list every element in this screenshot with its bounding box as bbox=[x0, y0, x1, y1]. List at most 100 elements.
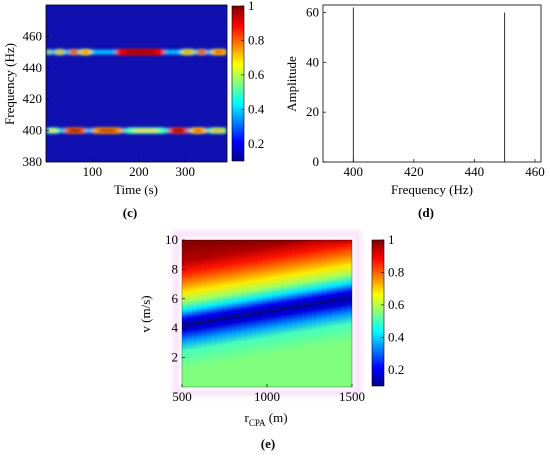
panel-e-edge-glow bbox=[173, 231, 361, 396]
panel-d-x-tick-label: 440 bbox=[465, 164, 485, 179]
panel-c-label: (c) bbox=[123, 205, 137, 220]
panel-e-label: (e) bbox=[261, 436, 275, 451]
panel-e-ylabel: v (m/s) bbox=[138, 295, 153, 332]
panel-e-xlabel-sub: CPA bbox=[249, 418, 266, 428]
panel-c-colorbar-tick-label: 0.4 bbox=[248, 101, 265, 116]
panel-c-xlabel: Time (s) bbox=[114, 182, 158, 197]
panel-d-xlabel: Frequency (Hz) bbox=[391, 182, 473, 197]
panel-e-heatmap-column bbox=[276, 240, 283, 387]
panel-d-x-tick-label: 420 bbox=[404, 164, 424, 179]
panel-e-colorbar-tick-label: 0.2 bbox=[388, 362, 404, 377]
panel-d-y-tick-label: 0 bbox=[313, 154, 320, 169]
panel-e-heatmap-column bbox=[321, 240, 328, 387]
panel-e-heatmap-column bbox=[266, 240, 273, 387]
panel-c-colorbar-tick-label: 0.6 bbox=[248, 67, 265, 82]
panel-c-colorbar bbox=[231, 5, 245, 162]
panel-e-colorbar-tick-label: 0.4 bbox=[388, 329, 405, 344]
panel-e-heatmap-column bbox=[241, 240, 248, 387]
panel-c-band-segment-core bbox=[98, 129, 117, 132]
panel-c-y-ticks: 380 400 420 440 460 bbox=[23, 28, 49, 169]
panel-e-colorbar bbox=[371, 239, 385, 387]
panel-e-heatmap-column bbox=[336, 240, 343, 387]
panel-e-heatmap-column bbox=[261, 240, 268, 387]
panel-e-heatmap-column bbox=[201, 240, 208, 387]
panel-e-colorbar-tick-label: 0.8 bbox=[388, 264, 404, 279]
panel-e-y-tick-label: 10 bbox=[165, 232, 178, 247]
panel-c-y-tick-label: 400 bbox=[23, 123, 43, 138]
panel-e-colorbar-tick-label: 0.6 bbox=[388, 297, 405, 312]
panel-c-band-segment-core bbox=[48, 129, 58, 132]
panel-e-heatmap-column bbox=[182, 240, 188, 387]
panel-c-band-segment-core bbox=[81, 50, 90, 54]
panel-c-x-ticks: 100 200 300 bbox=[83, 159, 195, 179]
panel-c-band-segment-core bbox=[125, 50, 155, 54]
panel-c-band-segment-core bbox=[198, 50, 205, 54]
panel-e-y-tick-label: 4 bbox=[172, 320, 179, 335]
panel-d-x-ticks: 400 420 440 460 bbox=[344, 159, 545, 179]
panel-e-heatmap-column bbox=[206, 240, 213, 387]
panel-e-heatmap-column bbox=[281, 240, 288, 387]
panel-e-heatmap-column bbox=[296, 240, 303, 387]
panel-e-x-tick-label: 1500 bbox=[339, 389, 365, 404]
panel-e-y-ticks: 2 4 6 8 10 bbox=[165, 232, 185, 365]
panel-e-heatmap-column bbox=[231, 240, 238, 387]
panel-c-x-tick-label: 200 bbox=[129, 164, 149, 179]
panel-c-heatmap-bg bbox=[46, 5, 227, 162]
panel-e-heatmap-column bbox=[191, 240, 198, 387]
panel-c-y-tick-label: 380 bbox=[23, 154, 43, 169]
panel-e-x-ticks: 500 1000 1500 bbox=[172, 384, 365, 404]
panel-c-colorbar-tick-label: 1 bbox=[248, 0, 255, 13]
panel-d-label: (d) bbox=[418, 205, 434, 220]
panel-e-colorbar-tick-label: 1 bbox=[388, 232, 395, 247]
panel-c-band-segment-core bbox=[71, 50, 77, 54]
panel-e-heatmap-column bbox=[286, 240, 293, 387]
panel-c-band-segment-core bbox=[68, 129, 82, 132]
panel-c-colorbar-tick-label: 0.2 bbox=[248, 136, 264, 151]
panel-c-band-segment-core bbox=[133, 129, 159, 132]
panel-e-x-tick-label: 1000 bbox=[254, 389, 280, 404]
panel-d-x-tick-label: 400 bbox=[344, 164, 364, 179]
panel-e-heatmap-column bbox=[246, 240, 253, 387]
panel-e-colorbar-ticks: 0.2 0.4 0.6 0.8 1 bbox=[381, 232, 405, 377]
panel-e-heatmap-column bbox=[326, 240, 333, 387]
panel-e-heatmap-column bbox=[301, 240, 308, 387]
panel-d: 400 420 440 460 0 20 40 60 Frequency (Hz) Ampl… bbox=[284, 4, 545, 220]
panel-c-band-segment-core bbox=[57, 50, 63, 54]
panel-d-frame bbox=[322, 4, 542, 163]
panel-e-xlabel-unit: (m) bbox=[266, 410, 288, 425]
panel-c-band-segment-core bbox=[172, 129, 184, 132]
panel-c-y-tick-label: 420 bbox=[23, 91, 43, 106]
panel-d-y-ticks: 0 20 40 60 bbox=[306, 4, 326, 169]
panel-d-y-tick-label: 60 bbox=[306, 4, 319, 19]
panel-c: 100 200 300 380 400 420 440 460 Time (s) Frequ… bbox=[2, 0, 265, 220]
panel-e-heatmap-column bbox=[216, 240, 223, 387]
panel-e-heatmap-column bbox=[256, 240, 263, 387]
panel-d-y-tick-label: 40 bbox=[306, 54, 319, 69]
panel-d-ylabel: Amplitude bbox=[284, 56, 299, 112]
panel-c-band-segment-core bbox=[214, 50, 224, 54]
panel-c-x-tick-label: 300 bbox=[175, 164, 195, 179]
panel-e-y-tick-label: 2 bbox=[172, 350, 179, 365]
panel-e-heatmap-column bbox=[341, 240, 348, 387]
panel-c-bands bbox=[46, 48, 227, 134]
panel-c-band-segment-core bbox=[46, 50, 50, 54]
panel-e-heatmap-column bbox=[306, 240, 313, 387]
panel-c-colorbar-tick-label: 0.8 bbox=[248, 32, 264, 47]
panel-e-heatmap-column bbox=[291, 240, 298, 387]
panel-c-band-segment-core bbox=[183, 50, 192, 54]
panel-c-y-tick-label: 460 bbox=[23, 28, 43, 43]
panel-e-heatmap-columns bbox=[182, 240, 352, 387]
panel-c-y-tick-label: 440 bbox=[23, 60, 43, 75]
panel-c-frame bbox=[45, 4, 228, 163]
panel-e-heatmap-column bbox=[226, 240, 233, 387]
panel-e-heatmap-column bbox=[196, 240, 203, 387]
panel-e-heatmap-column bbox=[186, 240, 193, 387]
panel-e-heatmap-column bbox=[221, 240, 228, 387]
panel-e-xlabel: rCPA (m) bbox=[244, 410, 287, 428]
panel-c-x-tick-label: 100 bbox=[83, 164, 103, 179]
panel-d-x-tick-label: 460 bbox=[525, 164, 545, 179]
panel-e-xlabel-main: r bbox=[244, 410, 249, 425]
panel-e-x-tick-label: 500 bbox=[172, 389, 192, 404]
